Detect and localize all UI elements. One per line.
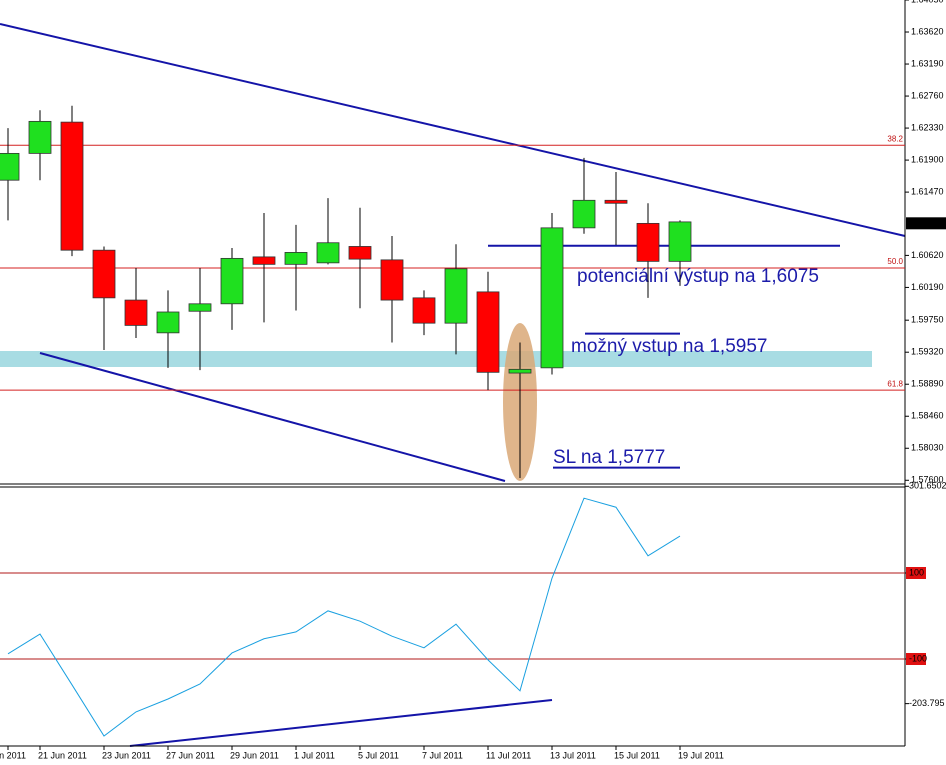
y-tick-label: 1.58030: [911, 443, 944, 453]
fib-label: 61.8: [887, 379, 903, 388]
x-tick-label: n 2011: [0, 750, 26, 760]
candle-body: [540, 227, 564, 369]
x-tick-label: 15 Jul 2011: [614, 750, 660, 760]
candle-body: [60, 121, 84, 251]
y-tick-label: -203.795: [909, 698, 945, 708]
candle-body: [508, 368, 532, 374]
x-tick-label: 19 Jul 2011: [678, 750, 724, 760]
candle-body: [92, 249, 116, 299]
candle-body: [220, 257, 244, 305]
annotation: SL na 1,5777: [553, 447, 665, 468]
trend-line: [39, 352, 506, 482]
candle-body: [572, 199, 596, 229]
y-tick-label: 1.61900: [911, 154, 944, 164]
candle-body: [28, 120, 52, 154]
trend-line: [129, 699, 553, 747]
y-tick-label: 1.59320: [911, 347, 944, 357]
x-tick-label: 7 Jul 2011: [422, 750, 463, 760]
y-tick-label: 1.64050: [911, 0, 944, 4]
fib-label: 50.0: [887, 257, 903, 266]
candle-body: [188, 303, 212, 312]
candle-body: [0, 152, 20, 181]
annotation: potenciální výstup na 1,6075: [577, 266, 819, 287]
x-tick-label: 13 Jul 2011: [550, 750, 596, 760]
trend-line: [0, 23, 906, 237]
candle-body: [444, 268, 468, 324]
candle-body: [604, 199, 628, 204]
support-zone: [0, 351, 872, 367]
y-tick-label: 1.57600: [911, 475, 944, 485]
y-tick-label: 1.62330: [911, 122, 944, 132]
candle-body: [156, 311, 180, 334]
y-tick-box: [906, 567, 926, 579]
x-tick-label: 21 Jun 2011: [38, 750, 87, 760]
y-tick-label: 1.59750: [911, 315, 944, 325]
y-tick-label: 100: [909, 567, 924, 577]
y-tick-label: 1.60620: [911, 250, 944, 260]
candle-body: [668, 221, 692, 262]
y-tick-label: 1.61470: [911, 186, 944, 196]
y-tick-label: 1.63620: [911, 26, 944, 36]
last-price-label: 1.61051: [910, 218, 943, 228]
candle-body: [348, 246, 372, 260]
candle-body: [124, 299, 148, 326]
y-tick-label: 1.62760: [911, 90, 944, 100]
x-tick-label: 1 Jul 2011: [294, 750, 335, 760]
annotation: možný vstup na 1,5957: [571, 336, 767, 357]
y-tick-label: 1.58460: [911, 411, 944, 421]
y-tick-box: [906, 653, 926, 665]
y-tick-label: 1.58890: [911, 379, 944, 389]
cci-line: [7, 497, 681, 737]
candle-body: [412, 297, 436, 324]
x-tick-label: 23 Jun 2011: [102, 750, 151, 760]
candle-body: [316, 242, 340, 264]
y-tick-label: 301.6502: [909, 481, 946, 491]
candle-body: [252, 256, 276, 265]
candle-body: [380, 259, 404, 301]
fib-label: 38.2: [887, 134, 903, 143]
candle-body: [636, 222, 660, 262]
x-tick-label: 27 Jun 2011: [166, 750, 215, 760]
y-tick-label: 1.60190: [911, 282, 944, 292]
x-tick-label: 29 Jun 2011: [230, 750, 279, 760]
x-tick-label: 11 Jul 2011: [486, 750, 531, 760]
x-tick-label: 5 Jul 2011: [358, 750, 399, 760]
last-price-box: [906, 217, 946, 230]
candle-body: [476, 291, 500, 373]
y-tick-label: 1.63190: [911, 58, 944, 68]
y-tick-label: -100: [909, 653, 927, 663]
candle-body: [284, 252, 308, 265]
